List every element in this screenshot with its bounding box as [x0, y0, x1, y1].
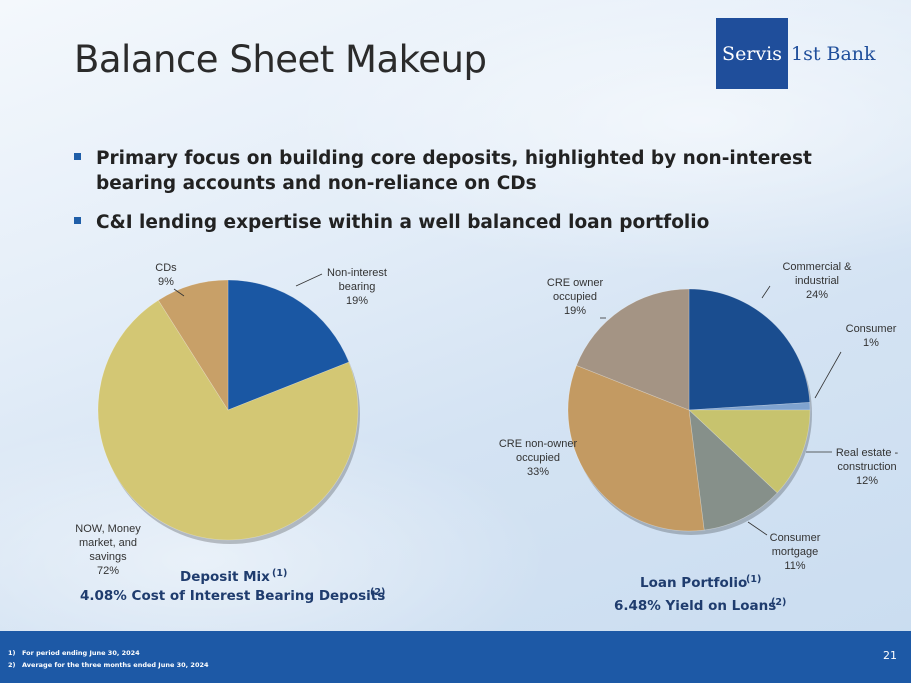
- logo-box: Servis: [716, 18, 788, 89]
- deposit-mix-title: Deposit Mix: [180, 569, 270, 585]
- footnote-number: 1): [8, 649, 16, 657]
- deposit-mix-subtitle-footnote: (2): [370, 587, 385, 598]
- deposit-slice-label: NOW, Money market, and savings 72%: [75, 523, 141, 577]
- bullet-text: Primary focus on building core deposits,…: [96, 148, 812, 194]
- footer-bar: 1) For period ending June 30, 2024 2) Aver…: [0, 631, 911, 683]
- deposit-mix-subtitle: 4.08% Cost of Interest Bearing Deposits: [80, 588, 385, 604]
- loan-label-leader-line: [761, 285, 771, 299]
- charts-canvas: Non-interest bearing 19% NOW, Money market, …: [75, 261, 899, 614]
- deposit-pie-slice: [97, 299, 359, 541]
- page-number: 21: [883, 649, 897, 662]
- footnote-number: 2): [8, 661, 16, 669]
- bullet-square-icon: [74, 153, 81, 160]
- deposit-label-leader-line: [295, 273, 323, 287]
- loan-slice-label: Real estate -construction 12%: [836, 447, 899, 487]
- footnote-2: 2) Average for the three months ended Jun…: [8, 661, 209, 669]
- bullet-list: Primary focus on building core deposits,…: [74, 146, 834, 249]
- footnote-1: 1) For period ending June 30, 2024: [8, 649, 140, 657]
- loan-portfolio-title: Loan Portfolio: [640, 575, 747, 591]
- deposit-pie-slice: [227, 279, 350, 411]
- deposit-slice-label: CDs 9%: [155, 262, 177, 288]
- loan-portfolio-title-footnote: (1): [746, 574, 761, 585]
- loan-portfolio-subtitle-footnote: (2): [771, 597, 786, 608]
- loan-slice-label: Consumer mortgage 11%: [770, 532, 821, 572]
- bullet-square-icon: [74, 217, 81, 224]
- deposit-label-leader-line: [173, 288, 185, 297]
- loan-slice-label: CRE owner occupied 19%: [547, 277, 604, 317]
- bullet-item: C&I lending expertise within a well bala…: [74, 210, 834, 235]
- company-logo: Servis 1st Bank: [716, 18, 892, 89]
- loan-portfolio-pie: Commercial & industrial 24% Consumer 1% Real …: [499, 261, 899, 572]
- footnote-text: For period ending June 30, 2024: [22, 649, 140, 657]
- loan-label-leader-line: [814, 351, 842, 399]
- loan-portfolio-subtitle: 6.48% Yield on Loans: [614, 598, 776, 614]
- deposit-pie-slice: [157, 279, 229, 412]
- bullet-text: C&I lending expertise within a well bala…: [96, 212, 710, 233]
- loan-pie-slice: [688, 409, 811, 494]
- loan-label-leader-line: [747, 521, 768, 536]
- loan-pie-slice: [688, 402, 811, 411]
- loan-pie-slice: [688, 409, 778, 531]
- loan-pie-slice: [688, 288, 811, 411]
- page-title: Balance Sheet Makeup: [74, 38, 487, 81]
- deposit-slice-label: Non-interest bearing 19%: [327, 267, 387, 307]
- loan-slice-label: CRE non-owner occupied 33%: [499, 438, 578, 478]
- logo-text: 1st Bank: [791, 42, 876, 65]
- bullet-item: Primary focus on building core deposits,…: [74, 146, 834, 196]
- deposit-mix-pie: Non-interest bearing 19% NOW, Money market, …: [75, 262, 387, 577]
- footnote-text: Average for the three months ended June …: [22, 661, 209, 669]
- loan-pie-slice: [567, 365, 705, 532]
- loan-slice-label: Consumer 1%: [846, 323, 897, 349]
- loan-slice-label: Commercial & industrial 24%: [782, 261, 852, 301]
- deposit-mix-title-footnote: (1): [272, 568, 287, 579]
- loan-pie-slice: [576, 288, 690, 411]
